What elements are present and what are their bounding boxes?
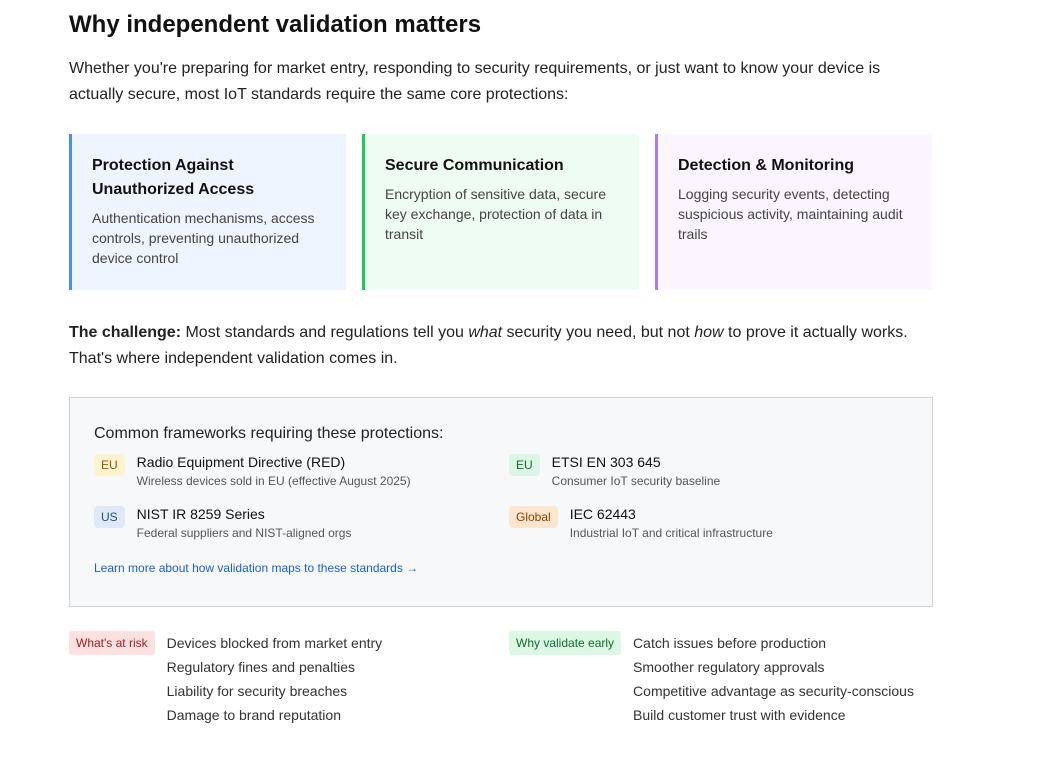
frameworks-box: Common frameworks requiring these protec… [69, 397, 933, 607]
risk-column: What's at risk Devices blocked from mark… [69, 631, 509, 727]
risk-item: Regulatory fines and penalties [166, 659, 355, 675]
framework-desc: Federal suppliers and NIST-aligned orgs [136, 526, 352, 540]
early-item: Build customer trust with evidence [633, 707, 846, 723]
text: security you need, but not [502, 324, 695, 341]
heading: Why independent validation matters [69, 11, 482, 38]
cards: Protection Against Unauthorized Access Au… [69, 134, 933, 290]
frameworks-title: Common frameworks requiring these protec… [94, 425, 444, 442]
risk-item: Damage to brand reputation [166, 707, 341, 723]
region-tag: EU [509, 454, 540, 476]
learn-more-link[interactable]: Learn more about how validation maps to … [94, 561, 419, 575]
emphasis: how [694, 324, 724, 341]
region-tag: US [94, 506, 125, 528]
framework-desc: Wireless devices sold in EU (effective A… [136, 474, 411, 488]
frameworks-grid: EU Radio Equipment Directive (RED) Wireles… [94, 453, 908, 541]
early-item: Catch issues before production [633, 635, 827, 651]
card-title: Secure Communication [385, 157, 564, 174]
early-item: Smoother regulatory approvals [633, 659, 825, 675]
card-text: Logging security events, detecting suspi… [678, 186, 903, 242]
text: Most standards and regulations tell you [181, 324, 469, 341]
card-title: Detection & Monitoring [678, 157, 854, 174]
risk-item: Devices blocked from market entry [166, 635, 383, 651]
framework-desc: Industrial IoT and critical infrastructu… [569, 526, 773, 540]
intro: Whether you're preparing for market entr… [69, 60, 881, 103]
framework-name: ETSI EN 303 645 [551, 454, 661, 470]
card-text: Authentication mechanisms, access contro… [92, 210, 315, 266]
card: Detection & Monitoring Logging security e… [655, 134, 932, 290]
framework: EU Radio Equipment Directive (RED) Wireles… [94, 453, 509, 489]
risk-label: What's at risk [69, 631, 155, 655]
framework-name: NIST IR 8259 Series [136, 506, 265, 522]
risk-list: Devices blocked from market entry Regula… [167, 631, 383, 727]
card: Protection Against Unauthorized Access Au… [69, 134, 346, 290]
framework: EU ETSI EN 303 645 Consumer IoT security b… [509, 453, 909, 489]
card-title: Protection Against Unauthorized Access [92, 157, 255, 198]
framework: Global IEC 62443 Industrial IoT and critic… [509, 505, 909, 541]
early-column: Why validate early Catch issues before p… [509, 631, 933, 727]
content: Why independent validation matters Wheth… [69, 0, 933, 727]
emphasis: what [468, 324, 503, 341]
region-tag: Global [509, 506, 558, 528]
risk-item: Liability for security breaches [166, 683, 348, 699]
early-item: Competitive advantage as security-consci… [633, 683, 914, 699]
region-tag: EU [94, 454, 125, 476]
framework-name: Radio Equipment Directive (RED) [136, 454, 346, 470]
card: Secure Communication Encryption of sensit… [362, 134, 639, 290]
framework-desc: Consumer IoT security baseline [551, 474, 721, 488]
early-label: Why validate early [509, 631, 622, 655]
card-text: Encryption of sensitive data, secure key… [385, 186, 607, 242]
challenge: The challenge: Most standards and regula… [69, 320, 933, 372]
challenge-label: The challenge: [69, 324, 182, 341]
text: to prove it actually works. That's where… [69, 324, 908, 367]
early-list: Catch issues before production Smoother … [633, 631, 914, 727]
framework: US NIST IR 8259 Series Federal suppliers a… [94, 505, 509, 541]
framework-name: IEC 62443 [569, 506, 636, 522]
lists: What's at risk Devices blocked from mark… [69, 631, 933, 727]
